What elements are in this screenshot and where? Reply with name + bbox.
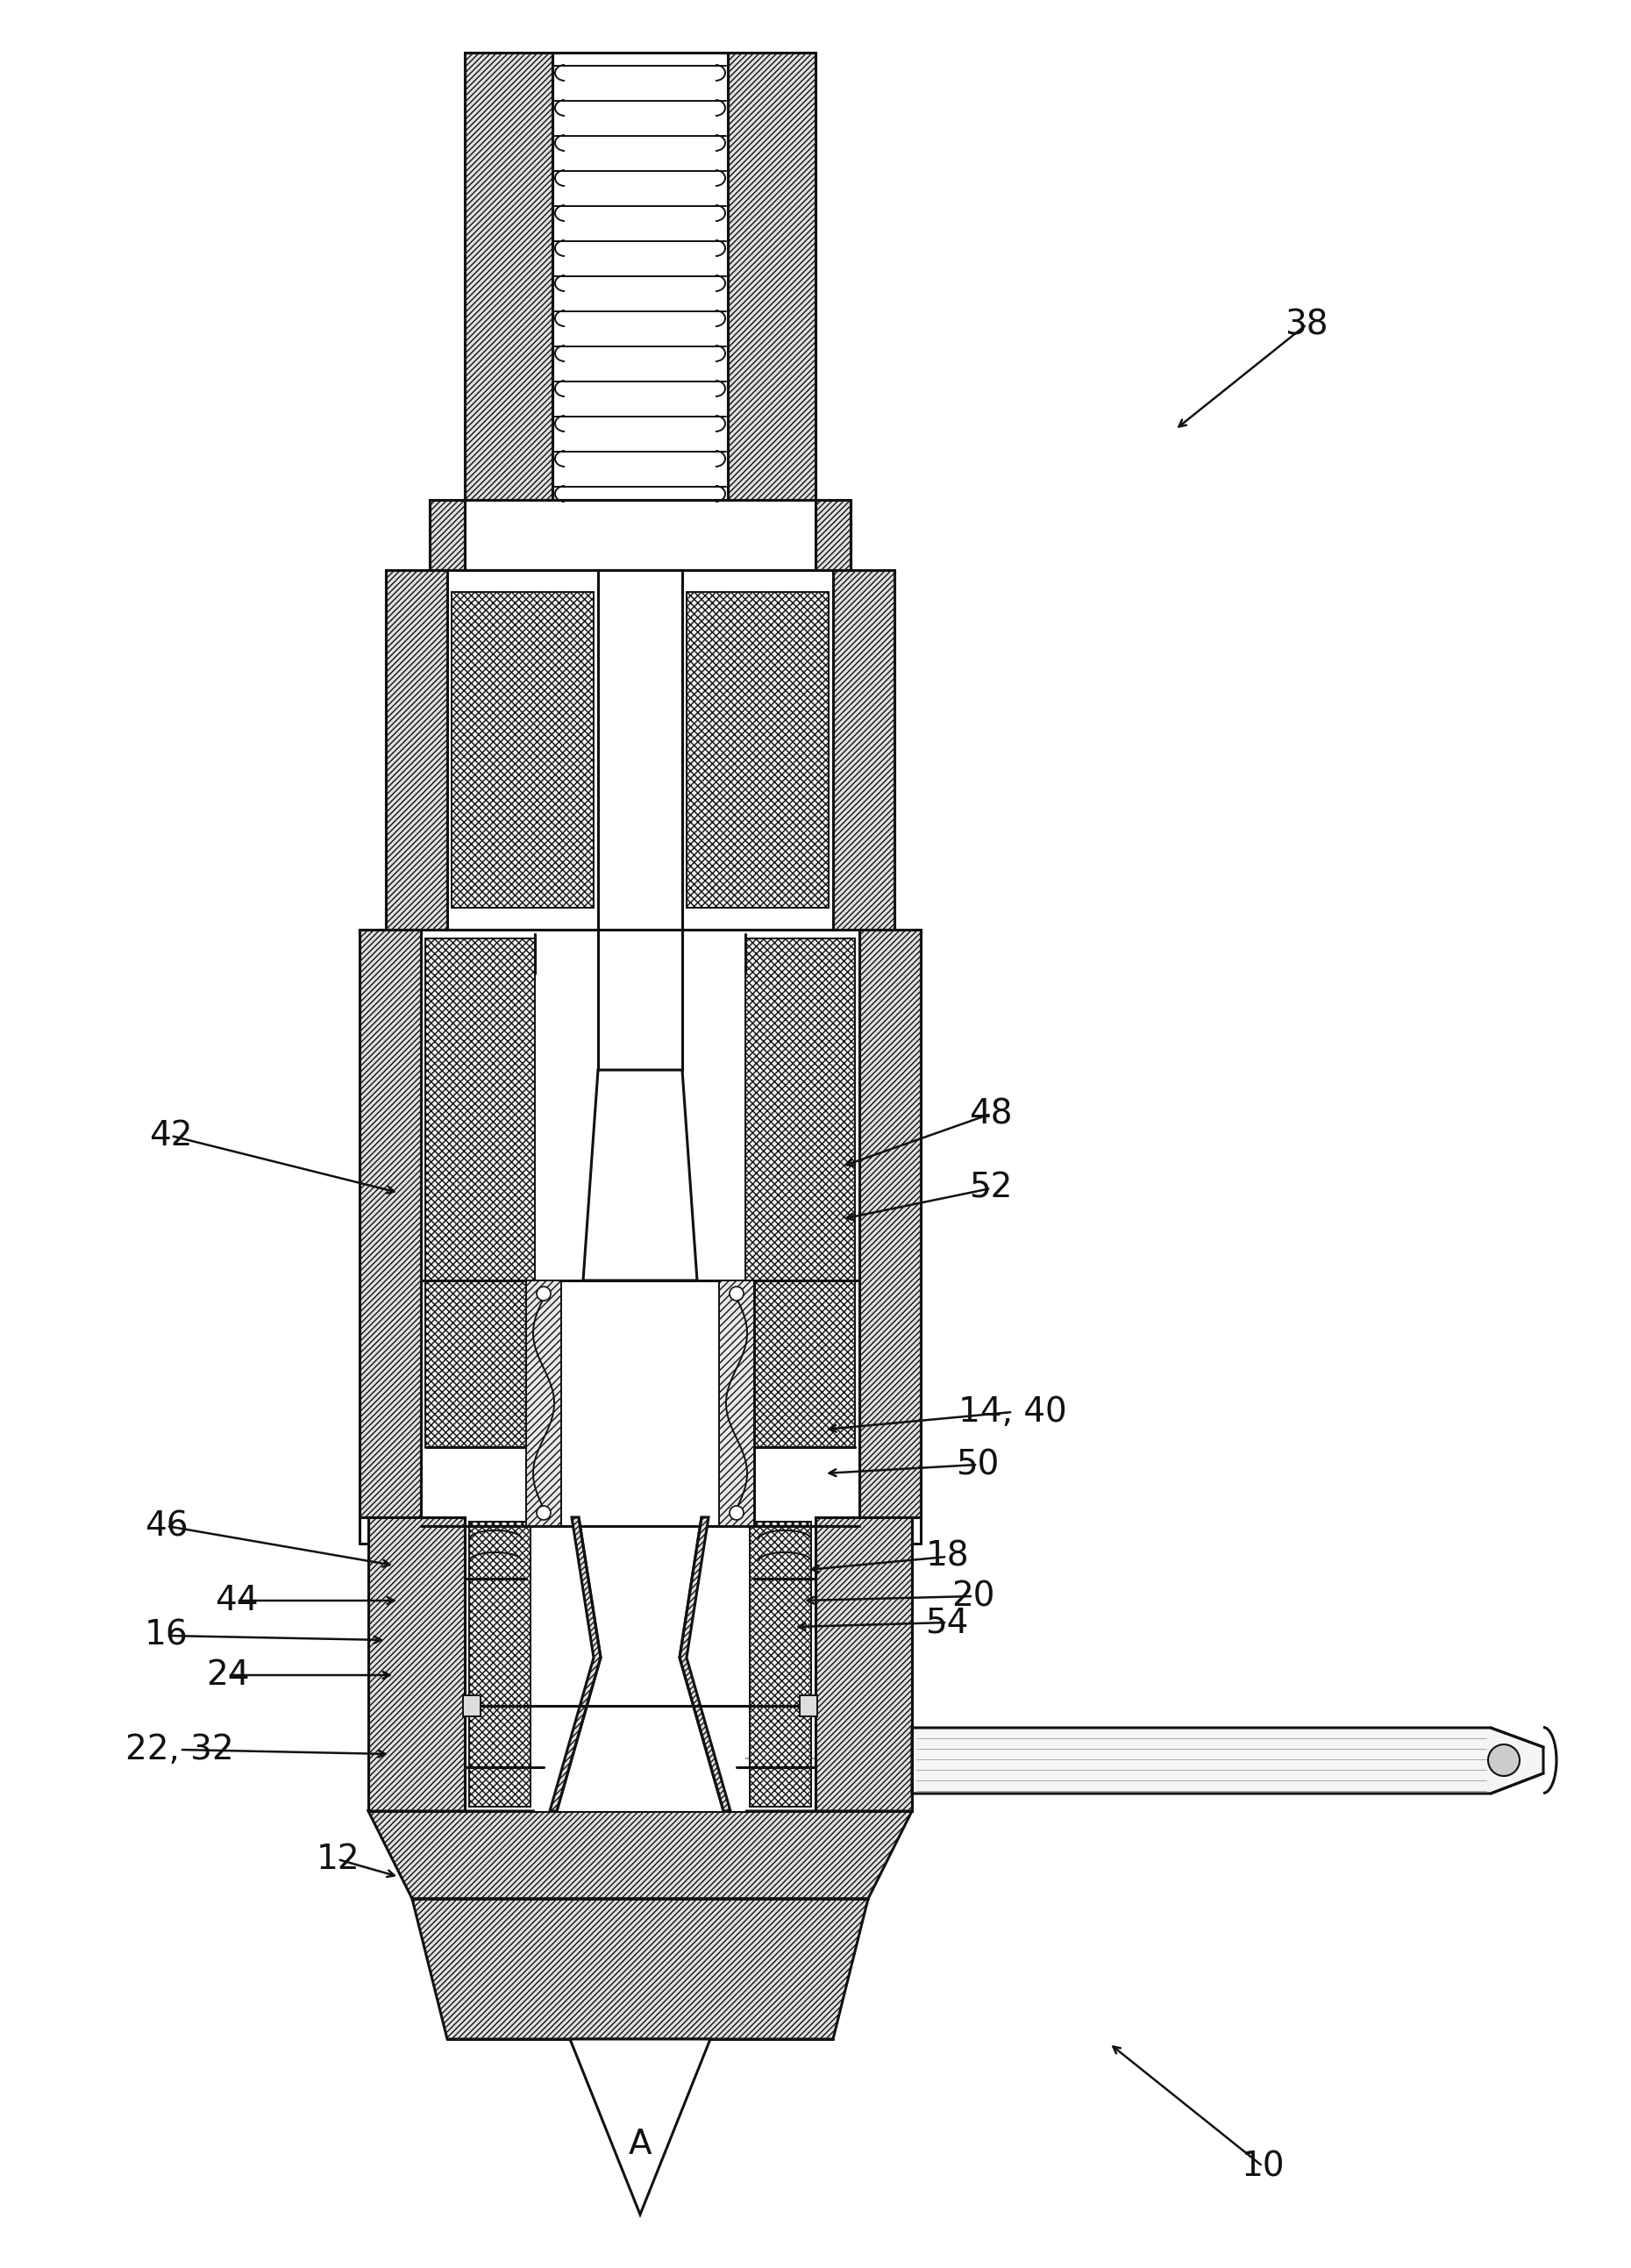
Bar	[369, 1517, 465, 1812]
Circle shape	[537, 1506, 551, 1520]
Bar	[816, 1517, 912, 1812]
Text: 10: 10	[1241, 2150, 1285, 2182]
Bar	[527, 1281, 561, 1526]
Polygon shape	[912, 1728, 1543, 1794]
Text: 52: 52	[969, 1173, 1013, 1204]
Bar	[799, 1694, 817, 1717]
Bar	[447, 569, 833, 930]
Polygon shape	[369, 1812, 912, 1898]
Text: A: A	[628, 2127, 652, 2161]
Polygon shape	[550, 1517, 600, 1812]
Bar	[599, 569, 682, 930]
Bar	[465, 499, 816, 569]
Bar	[833, 569, 894, 930]
Bar	[816, 499, 851, 569]
Bar	[535, 1517, 745, 1812]
Text: 22, 32: 22, 32	[126, 1733, 233, 1767]
Text: 54: 54	[925, 1606, 969, 1640]
Circle shape	[729, 1506, 744, 1520]
Bar	[745, 939, 855, 1447]
Text: 24: 24	[206, 1658, 250, 1692]
Bar	[465, 52, 553, 499]
Text: 12: 12	[316, 1842, 359, 1876]
Text: 46: 46	[145, 1510, 188, 1542]
Bar	[359, 930, 421, 1517]
Bar	[687, 592, 829, 907]
Circle shape	[729, 1286, 744, 1300]
Bar	[527, 1281, 754, 1526]
Polygon shape	[584, 1070, 696, 1281]
Polygon shape	[413, 1898, 868, 2039]
Bar	[599, 930, 682, 1070]
Bar	[719, 1281, 754, 1526]
Text: 38: 38	[1285, 308, 1328, 340]
Text: 48: 48	[969, 1098, 1013, 1129]
Bar	[860, 930, 922, 1517]
Bar	[553, 52, 727, 499]
Bar	[750, 1522, 811, 1808]
Bar	[387, 569, 447, 930]
Circle shape	[1487, 1744, 1520, 1776]
Bar	[727, 52, 816, 499]
Polygon shape	[569, 2039, 709, 2214]
Text: 50: 50	[956, 1447, 1000, 1481]
Text: 44: 44	[215, 1583, 258, 1617]
Bar	[452, 592, 594, 907]
Text: 18: 18	[925, 1540, 969, 1574]
Bar	[426, 939, 535, 1447]
Circle shape	[537, 1286, 551, 1300]
Text: 16: 16	[145, 1619, 189, 1653]
Text: 20: 20	[951, 1579, 995, 1613]
Text: 14, 40: 14, 40	[959, 1395, 1067, 1429]
Bar	[463, 1694, 481, 1717]
Text: 42: 42	[150, 1118, 192, 1152]
Bar	[429, 499, 465, 569]
Polygon shape	[680, 1517, 731, 1812]
Bar	[470, 1522, 530, 1808]
